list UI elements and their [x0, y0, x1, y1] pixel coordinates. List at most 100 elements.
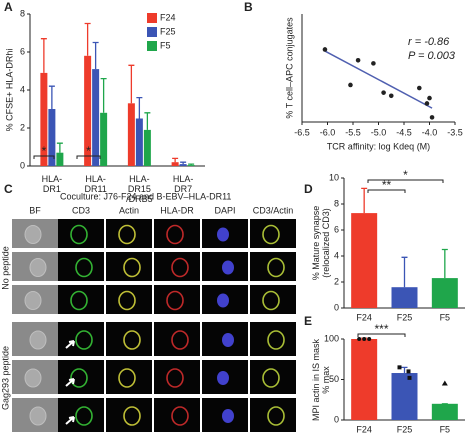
significance-label: *: [403, 168, 408, 182]
bar: [179, 164, 187, 166]
cell: [171, 406, 189, 426]
y-tick-label: 2: [334, 276, 339, 286]
data-point: [371, 61, 376, 66]
column-header: DAPI: [214, 205, 235, 215]
micrograph: [250, 398, 296, 432]
error-bar: [136, 96, 143, 119]
panel-c-title: Coculture: J76-F24 and B-EBV–HLA-DR11: [60, 191, 231, 201]
column-header: BF: [29, 205, 41, 215]
cell: [118, 224, 136, 245]
cell: [267, 330, 285, 350]
column-header: CD3: [72, 205, 90, 215]
cell: [262, 368, 280, 388]
bar: [351, 213, 378, 308]
significance-label: ***: [374, 322, 388, 336]
error-bar: [180, 161, 187, 165]
panel-letter: B: [244, 0, 253, 14]
x-axis-label: TCR affinity: log Kdeq (M): [327, 141, 430, 151]
error-bar: [144, 112, 151, 130]
cell: [123, 330, 141, 350]
nucleus: [217, 371, 229, 385]
y-tick-label: 8: [20, 8, 25, 18]
bar: [135, 118, 143, 166]
cell: [75, 330, 93, 350]
column-header: HLA-DR: [160, 205, 194, 215]
micrograph: [106, 398, 152, 432]
bar: [143, 129, 151, 166]
x-tick-label: F25: [397, 424, 413, 434]
y-tick-label: 0: [334, 302, 339, 312]
cell: [171, 330, 189, 350]
bar: [84, 55, 92, 166]
error-bar: [188, 163, 195, 166]
micrograph: [58, 398, 104, 432]
error-bar: [128, 64, 135, 104]
data-point: [357, 337, 362, 341]
data-point: [407, 375, 412, 380]
micrograph: [250, 360, 296, 394]
bar: [56, 152, 64, 166]
y-tick-label: 2: [20, 122, 25, 132]
error-bar: [56, 142, 63, 153]
cell: [166, 224, 184, 245]
cell: [29, 330, 47, 350]
data-point: [406, 369, 411, 374]
error-bar: [401, 256, 408, 288]
cell: [166, 290, 184, 311]
x-tick-label: HLA-DR1: [42, 174, 63, 194]
y-tick-label: 50: [329, 374, 339, 384]
error-bar: [40, 38, 47, 73]
nucleus: [222, 260, 234, 275]
row-label: Gag293 peptide: [0, 346, 10, 410]
data-point: [417, 85, 422, 91]
bar: [351, 339, 378, 420]
error-bar: [100, 77, 107, 113]
cell: [24, 291, 42, 310]
micrograph: [58, 360, 104, 394]
data-point: [355, 57, 361, 63]
nucleus: [217, 227, 229, 242]
legend-label: F24: [160, 12, 176, 22]
row-label: No peptide: [0, 246, 10, 290]
nucleus: [222, 333, 234, 347]
x-tick-label: F25: [397, 312, 413, 322]
error-bar: [401, 366, 408, 374]
y-tick-label: 6: [20, 46, 25, 56]
column-header: Actin: [119, 205, 139, 215]
data-point: [388, 93, 394, 99]
significance-label: **: [382, 178, 392, 192]
cell: [24, 368, 42, 388]
cell: [262, 290, 280, 311]
y-axis-label: % T cell–APC conjugates: [284, 17, 294, 119]
axis: [301, 14, 455, 123]
micrograph: [154, 398, 200, 432]
micrograph: [106, 360, 152, 394]
arrow: [65, 340, 75, 349]
cell: [29, 406, 47, 426]
error-bar: [48, 85, 55, 109]
y-axis-label: MPI actin in IS mask% max: [311, 338, 331, 421]
cell: [75, 257, 93, 278]
arrow: [65, 378, 75, 387]
cell: [70, 224, 88, 245]
bar: [391, 373, 418, 420]
data-point: [429, 115, 435, 120]
cell: [123, 406, 141, 426]
x-tick-label: -3.5: [447, 127, 463, 137]
cell: [262, 224, 280, 245]
x-tick-label: -6.5: [294, 127, 310, 137]
y-tick-label: 0: [20, 160, 25, 170]
cell: [70, 290, 88, 311]
x-tick-label: -6.0: [320, 127, 336, 137]
axis: [29, 14, 205, 167]
micrograph: [58, 322, 104, 356]
arrow: [65, 416, 75, 425]
panel-letter: C: [4, 182, 13, 196]
data-point: [397, 365, 402, 370]
bar: [431, 278, 458, 308]
x-tick-label: F24: [356, 424, 372, 434]
bar: [391, 287, 418, 308]
data-point: [348, 82, 353, 88]
panel-letter: A: [4, 0, 13, 14]
y-tick-label: 0: [334, 414, 339, 424]
